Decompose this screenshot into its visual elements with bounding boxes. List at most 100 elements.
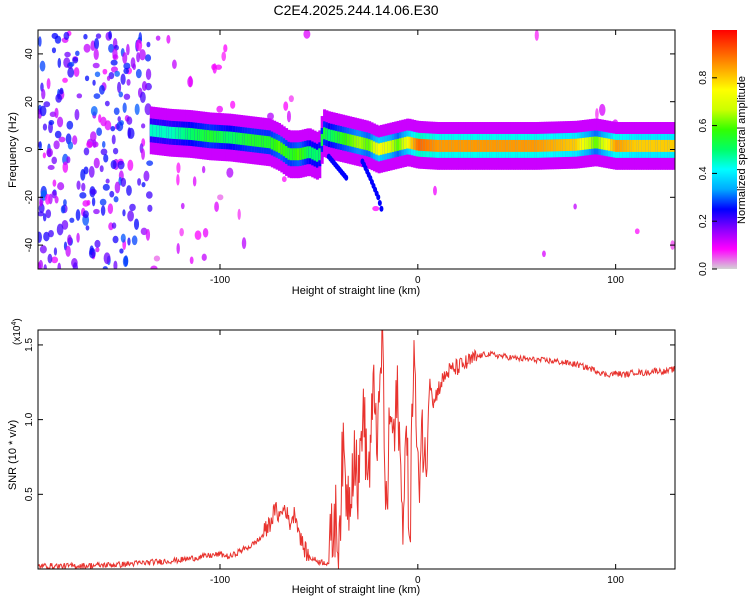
heatmap-ridge-cell [567, 138, 571, 151]
heatmap-noise-cell [111, 222, 117, 229]
heatmap-ridge-cell [254, 134, 258, 147]
heatmap-ridge-cell [472, 139, 476, 152]
heatmap-ridge-cell [460, 139, 464, 152]
heatmap-ridge-cell [619, 139, 623, 152]
snr-scale-label: (x104) [11, 318, 23, 345]
heatmap-noise-cell [62, 153, 69, 166]
heatmap-ridge-cell [669, 139, 673, 152]
heatmap-ridge-cell [258, 135, 262, 148]
heatmap-ridge-cell [638, 139, 642, 152]
heatmap-ridge-cell [524, 139, 528, 152]
heatmap-ridge-cell [503, 139, 507, 152]
colorbar-tick-label: 0.8 [698, 70, 709, 84]
heatmap-noise-cell [119, 248, 124, 254]
heatmap-noise-cell [281, 176, 287, 183]
heatmap-ridge-cell [403, 137, 407, 150]
heatmap-noise-cell [100, 116, 107, 127]
heatmap-ridge-cell [313, 148, 317, 161]
heatmap-noise-cell [48, 229, 54, 238]
snr-series-line [38, 330, 675, 569]
heatmap-ridge-cell [660, 139, 664, 152]
heatmap-noise-cell [153, 255, 161, 262]
heatmap-noise-cell [90, 131, 97, 142]
heatmap-branch-cell [344, 174, 349, 181]
heatmap-noise-cell [137, 178, 142, 186]
heatmap-noise-cell [135, 68, 142, 79]
heatmap-ridge-cell [152, 124, 156, 137]
heatmap-noise-cell [226, 167, 234, 178]
heatmap-noise-cell [129, 203, 136, 212]
heatmap-ridge-cell [161, 125, 165, 138]
heatmap-noise-cell [79, 192, 87, 199]
heatmap-ridge-cell [539, 139, 543, 152]
heatmap-ridge-cell [197, 128, 201, 141]
heatmap-noise-cell [146, 160, 154, 166]
heatmap-ridge-cell [577, 138, 581, 151]
heatmap-noise-cell [76, 232, 80, 243]
heatmap-ridge-cell [247, 133, 251, 146]
heatmap-noise-cell [39, 60, 46, 72]
heatmap-ridge-cell [558, 139, 562, 152]
heatmap-ridge-cell [353, 135, 357, 148]
heatmap-ridge-cell [242, 133, 246, 146]
heatmap-noise-cell [127, 210, 134, 222]
heatmap-ridge-cell [631, 139, 635, 152]
heatmap-ridge-cell [372, 141, 376, 154]
heatmap-noise-cell [116, 121, 124, 132]
heatmap-noise-cell [286, 110, 291, 123]
heatmap-ridge-cell [596, 136, 600, 149]
x-tick-label: 0 [415, 575, 421, 586]
heatmap-noise-cell [51, 256, 59, 264]
heatmap-ridge-cell [344, 133, 348, 146]
heatmap-ridge-cell [263, 135, 267, 148]
heatmap-noise-cell [634, 228, 640, 235]
heatmap-ridge-cell [375, 142, 379, 155]
heatmap-noise-cell [103, 252, 111, 265]
heatmap-noise-cell [47, 253, 53, 264]
heatmap-noise-cell [54, 195, 59, 204]
heatmap-noise-cell [57, 262, 62, 269]
heatmap-ridge-cell [579, 138, 583, 151]
heatmap-noise-cell [88, 247, 96, 259]
heatmap-noise-cell [39, 105, 47, 117]
colorbar-label: Normalized spectral amplitude [736, 76, 748, 224]
heatmap-ridge-cell [194, 128, 198, 141]
heatmap-noise-cell [52, 179, 57, 187]
heatmap-ridge-cell [154, 124, 158, 137]
heatmap-ridge-cell [209, 130, 213, 143]
heatmap-noise-cell [46, 78, 51, 90]
heatmap-noise-cell [82, 200, 90, 207]
heatmap-noise-cell [214, 201, 219, 212]
y-tick-label: 20 [24, 96, 35, 108]
snr-xlabel: Height of straight line (km) [292, 584, 420, 596]
heatmap-noise-cell [595, 108, 599, 120]
heatmap-ridge-cell [391, 139, 395, 152]
heatmap-ridge-cell [622, 139, 626, 152]
heatmap-noise-cell [102, 266, 108, 269]
heatmap-ridge-cell [439, 139, 443, 152]
heatmap-noise-cell [84, 75, 90, 82]
heatmap-noise-cell [102, 183, 110, 191]
heatmap-noise-cell [126, 79, 131, 86]
heatmap-ridge-cell [280, 142, 284, 155]
heatmap-ridge-cell [584, 137, 588, 150]
heatmap-ridge-cell [655, 139, 659, 152]
heatmap-noise-cell [123, 255, 129, 267]
heatmap-noise-cell [39, 245, 47, 254]
heatmap-ridge-cell [546, 139, 550, 152]
heatmap-ridge-cell [159, 125, 163, 138]
heatmap-ridge-cell [470, 139, 474, 152]
heatmap-noise-cell [94, 239, 101, 248]
heatmap-ridge-cell [527, 139, 531, 152]
heatmap-noise-cell [101, 140, 106, 148]
heatmap-noise-cell [107, 203, 114, 215]
heatmap-noise-cell [111, 134, 116, 145]
heatmap-noise-cell [57, 57, 62, 68]
heatmap-ridge-cell [610, 139, 614, 152]
heatmap-ridge-cell [201, 129, 205, 142]
heatmap-ridge-cell [185, 127, 189, 140]
heatmap-ridge-cell [394, 139, 398, 152]
heatmap-noise-cell [56, 223, 64, 236]
heatmap-ridge-cell [588, 137, 592, 150]
heatmap-ridge-cell [192, 128, 196, 141]
